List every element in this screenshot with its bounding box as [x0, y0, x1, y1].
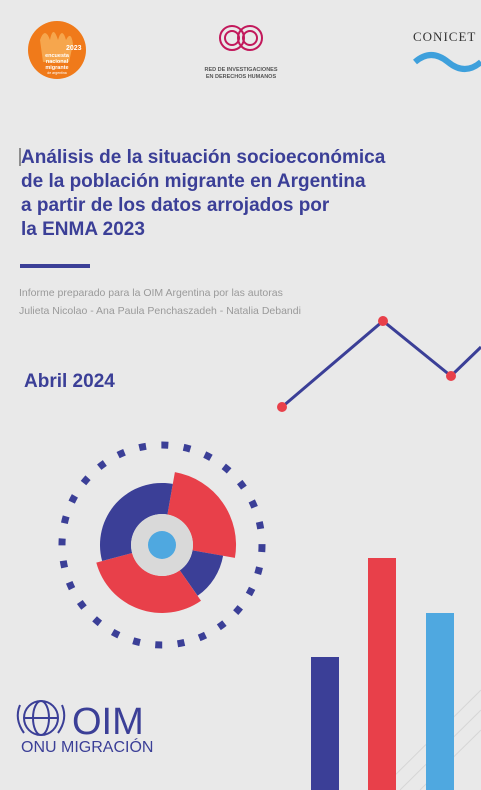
deco-dot: [378, 316, 388, 326]
deco-center: [148, 531, 176, 559]
title-line: Análisis de la situación socioeconómica: [21, 147, 386, 168]
deco-bar: [311, 657, 339, 790]
enma-logo: 2023 encuesta nacional migrante de argen…: [28, 21, 86, 79]
logo-ring: [242, 30, 258, 46]
authors-line: Informe preparado para la OIM Argentina …: [19, 287, 283, 299]
deco-segment: [96, 553, 201, 614]
logo-text: nacional: [46, 59, 69, 65]
deco-dot: [446, 371, 456, 381]
logo-year: 2023: [66, 45, 82, 52]
emblem-laurel: [16, 704, 66, 734]
title-underline: [20, 264, 90, 268]
deco-line: [281, 319, 481, 409]
logo-text: encuesta: [45, 53, 70, 59]
logo-text: RED DE INVESTIGACIONES: [204, 67, 277, 73]
deco-bar: [426, 613, 454, 790]
authors-line: Julieta Nicolao - Ana Paula Penchaszadeh…: [19, 305, 301, 317]
deco-segment: [167, 472, 237, 558]
title-line: a partir de los datos arrojados por: [21, 195, 330, 216]
deco-dot: [277, 402, 287, 412]
deco-dots-ring: [58, 441, 266, 649]
logo-text: migrante: [45, 65, 68, 71]
oim-subtitle: ONU MIGRACIÓN: [21, 737, 153, 756]
deco-segment: [99, 482, 173, 561]
oim-name: OIM: [72, 701, 144, 743]
logo-ring: [237, 25, 263, 51]
date: Abril 2024: [24, 371, 115, 392]
conicet-logo: CONICET: [413, 29, 476, 44]
oim-emblem: [16, 700, 66, 736]
title-line: la ENMA 2023: [21, 219, 145, 240]
deco-segment: [179, 550, 224, 596]
title-line: de la población migrante en Argentina: [21, 171, 366, 192]
red-logo: [219, 25, 263, 51]
deco-bar: [368, 558, 396, 790]
title: Análisis de la situación socioeconómica …: [21, 147, 386, 240]
logo-hand: [40, 32, 73, 62]
logo-text: EN DERECHOS HUMANOS: [206, 74, 277, 80]
conicet-wave: [413, 52, 481, 72]
logo-text: de argentina: [47, 71, 67, 75]
